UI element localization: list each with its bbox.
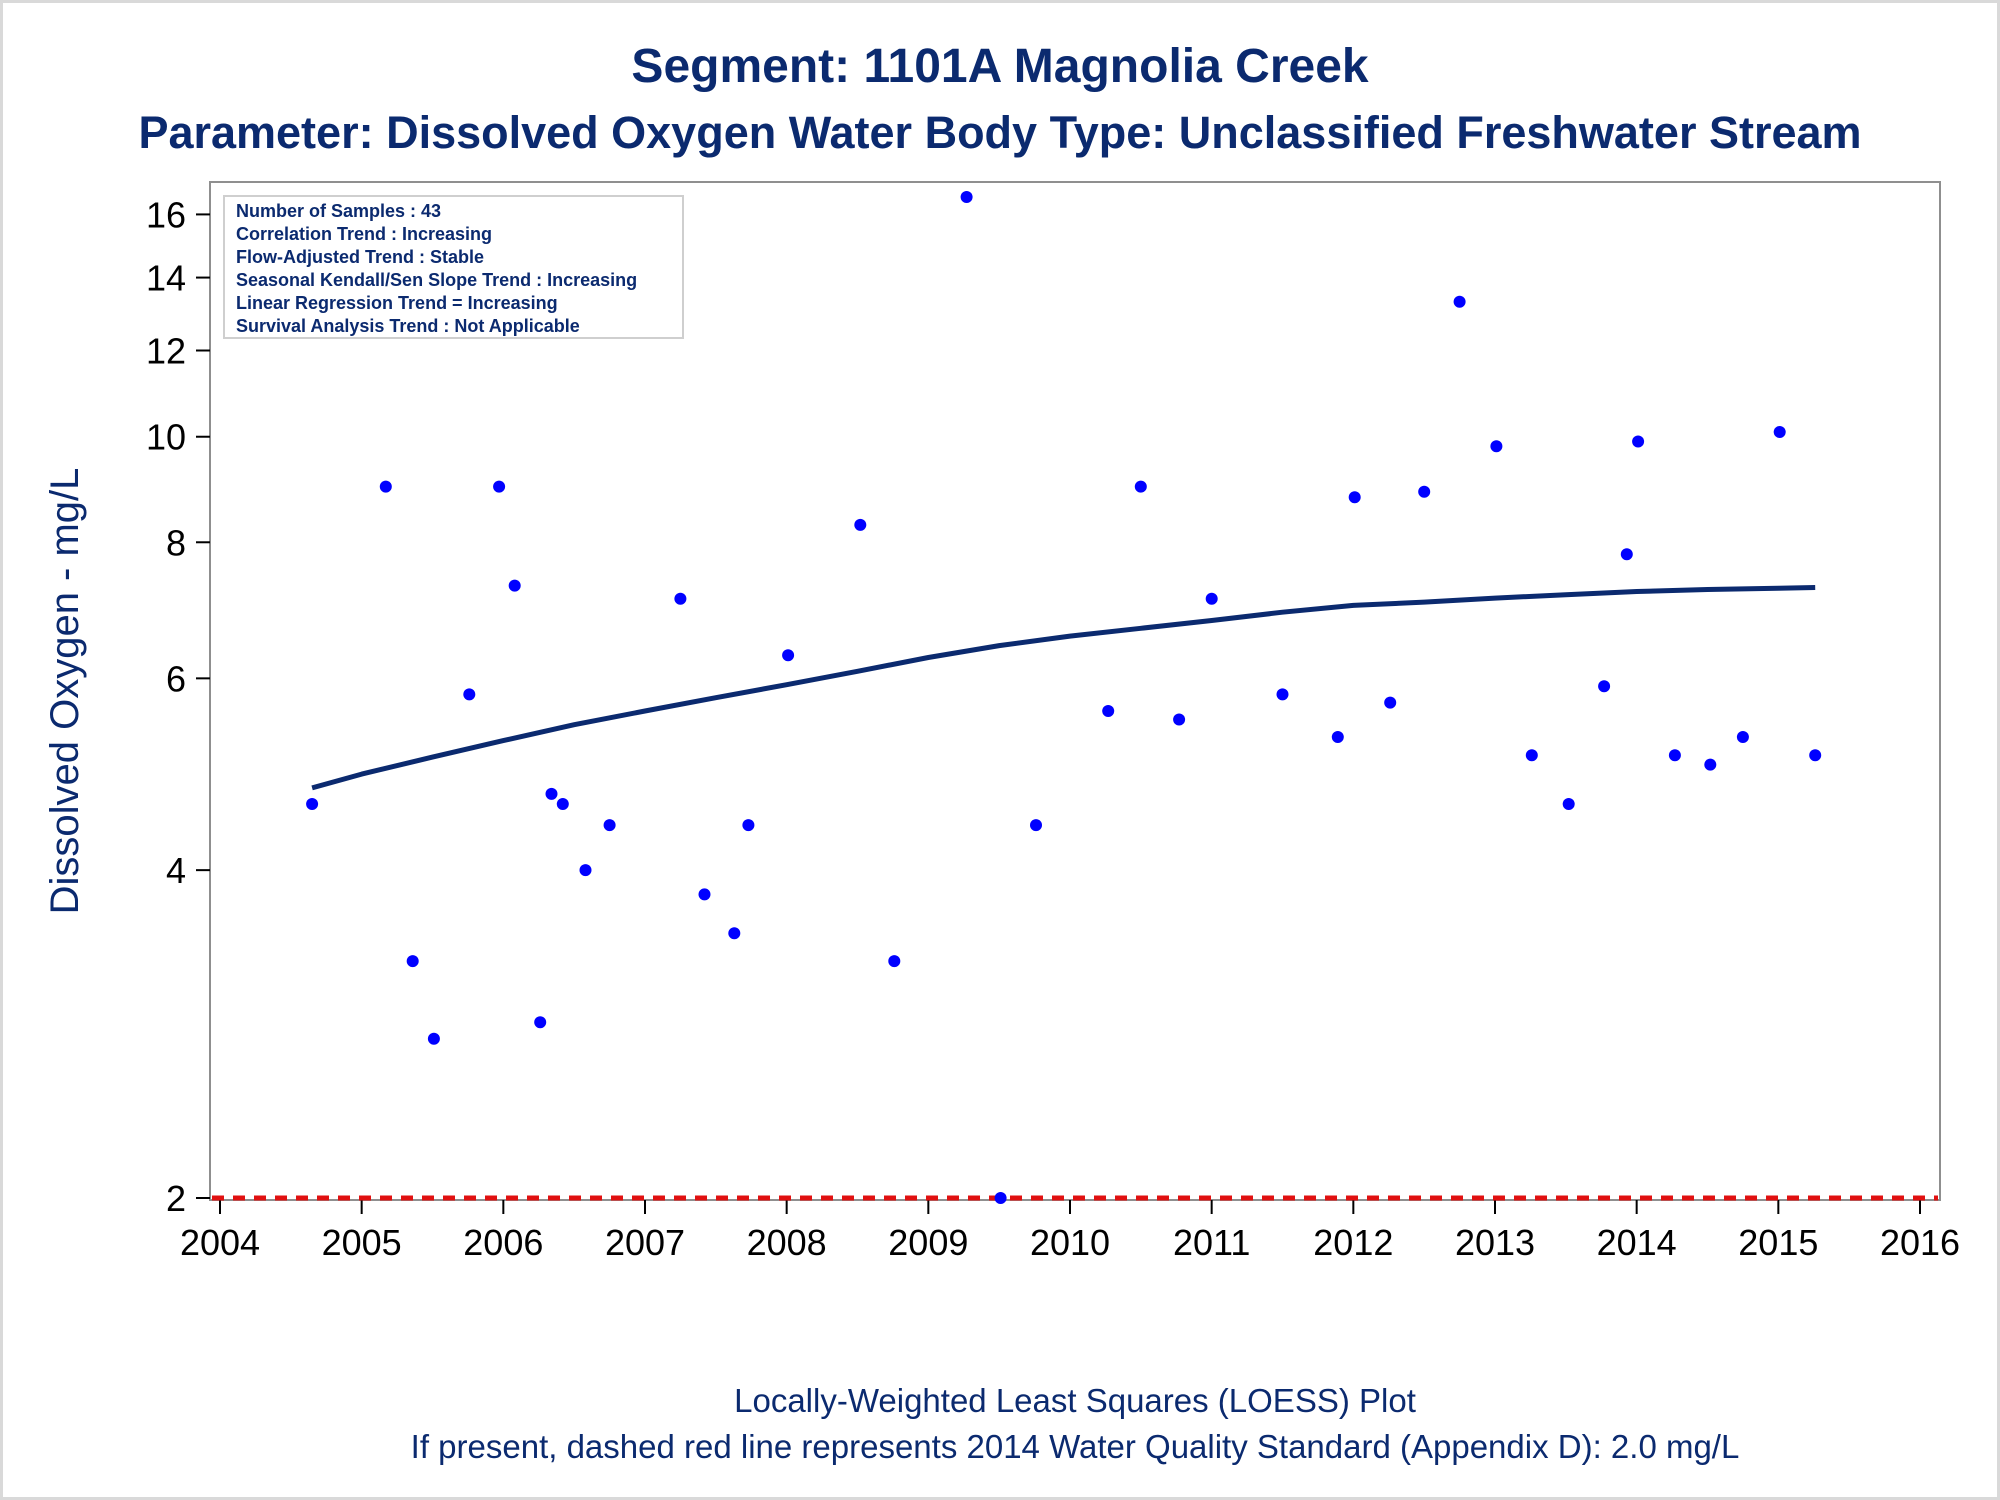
data-point-26: [1205, 592, 1218, 605]
stats-legend-box: Number of Samples : 43 Correlation Trend…: [223, 195, 684, 339]
x-tick-label-2008: 2008: [747, 1222, 827, 1263]
data-point-11: [579, 864, 592, 877]
data-point-40: [1704, 758, 1717, 771]
y-tick-label-6: 6: [166, 658, 186, 699]
x-tick-label-2004: 2004: [180, 1222, 260, 1263]
data-point-33: [1490, 440, 1503, 453]
data-point-28: [1331, 731, 1344, 743]
data-point-38: [1632, 435, 1645, 448]
data-point-1: [306, 798, 319, 810]
x-tick-label-2005: 2005: [322, 1222, 402, 1263]
data-point-36: [1598, 680, 1611, 693]
footnote-loess: Locally-Weighted Least Squares (LOESS) P…: [734, 1382, 1416, 1419]
data-point-41: [1736, 731, 1749, 743]
y-tick-label-16: 16: [146, 194, 186, 235]
stats-line-flow-adjusted: Flow-Adjusted Trend : Stable: [236, 247, 484, 267]
data-point-34: [1525, 749, 1538, 762]
data-point-7: [508, 579, 521, 592]
x-axis: 2004 2005 2006 2007 2008 2009 2010 2011 2012 2013…: [180, 1200, 1960, 1263]
stats-line-linear-regression: Linear Regression Trend = Increasing: [236, 293, 558, 313]
data-point-27: [1276, 688, 1289, 701]
data-point-16: [742, 819, 755, 832]
loess-line-layer: [311, 585, 1816, 791]
data-point-9: [545, 787, 558, 800]
y-tick-label-14: 14: [146, 258, 186, 299]
x-tick-label-2015: 2015: [1738, 1222, 1818, 1263]
y-tick-label-4: 4: [166, 850, 186, 891]
data-point-2: [379, 480, 392, 493]
chart-title: Segment: 1101A Magnolia Creek: [631, 40, 1368, 93]
data-point-5: [463, 688, 476, 701]
data-point-29: [1348, 491, 1361, 504]
data-point-3: [406, 955, 419, 968]
x-tick-label-2009: 2009: [888, 1222, 968, 1263]
chart-subtitle: Parameter: Dissolved Oxygen Water Body T…: [138, 107, 1861, 158]
stats-line-correlation: Correlation Trend : Increasing: [236, 224, 492, 244]
data-point-24: [1134, 480, 1147, 493]
data-point-19: [888, 955, 901, 968]
stats-line-survival: Survival Analysis Trend : Not Applicable: [236, 316, 580, 336]
x-tick-label-2013: 2013: [1455, 1222, 1535, 1263]
data-point-12: [603, 819, 616, 832]
data-point-42: [1773, 426, 1786, 438]
x-tick-label-2014: 2014: [1597, 1222, 1677, 1263]
data-point-43: [1809, 749, 1822, 762]
x-tick-label-2010: 2010: [1030, 1222, 1110, 1263]
data-point-32: [1453, 295, 1466, 308]
data-point-21: [994, 1192, 1007, 1204]
y-axis-label: Dissolved Oxygen - mg/L: [43, 468, 87, 915]
data-point-6: [493, 480, 506, 493]
data-point-8: [534, 1016, 547, 1029]
data-point-37: [1620, 548, 1633, 561]
footnote-standard: If present, dashed red line represents 2…: [411, 1428, 1740, 1465]
data-point-18: [854, 518, 867, 531]
stats-line-seasonal-kendall: Seasonal Kendall/Sen Slope Trend : Incre…: [236, 270, 637, 290]
data-point-10: [556, 798, 569, 810]
x-tick-label-2006: 2006: [463, 1222, 543, 1263]
data-point-13: [674, 592, 687, 605]
data-point-4: [427, 1032, 440, 1045]
data-point-17: [782, 649, 795, 662]
y-tick-label-12: 12: [146, 330, 186, 371]
y-tick-label-2: 2: [166, 1178, 186, 1219]
data-point-22: [1030, 819, 1042, 832]
data-point-30: [1384, 696, 1397, 709]
data-point-20: [960, 191, 973, 203]
loess-trend-line: [311, 585, 1816, 791]
data-point-15: [728, 927, 741, 940]
x-tick-label-2016: 2016: [1880, 1222, 1960, 1263]
data-point-23: [1102, 705, 1115, 717]
data-point-25: [1173, 713, 1186, 726]
stats-line-samples: Number of Samples : 43: [236, 201, 441, 221]
x-tick-label-2007: 2007: [605, 1222, 685, 1263]
data-point-35: [1562, 798, 1575, 810]
x-tick-label-2012: 2012: [1313, 1222, 1393, 1263]
x-tick-label-2011: 2011: [1173, 1222, 1250, 1263]
y-tick-label-10: 10: [146, 417, 186, 458]
data-point-14: [698, 888, 711, 901]
data-point-39: [1668, 749, 1681, 762]
y-tick-label-8: 8: [166, 522, 186, 563]
scatter-points-layer: [306, 191, 1822, 1204]
data-point-31: [1418, 485, 1431, 498]
y-axis: 2 4 6 8 10 12 14 16: [146, 194, 210, 1219]
